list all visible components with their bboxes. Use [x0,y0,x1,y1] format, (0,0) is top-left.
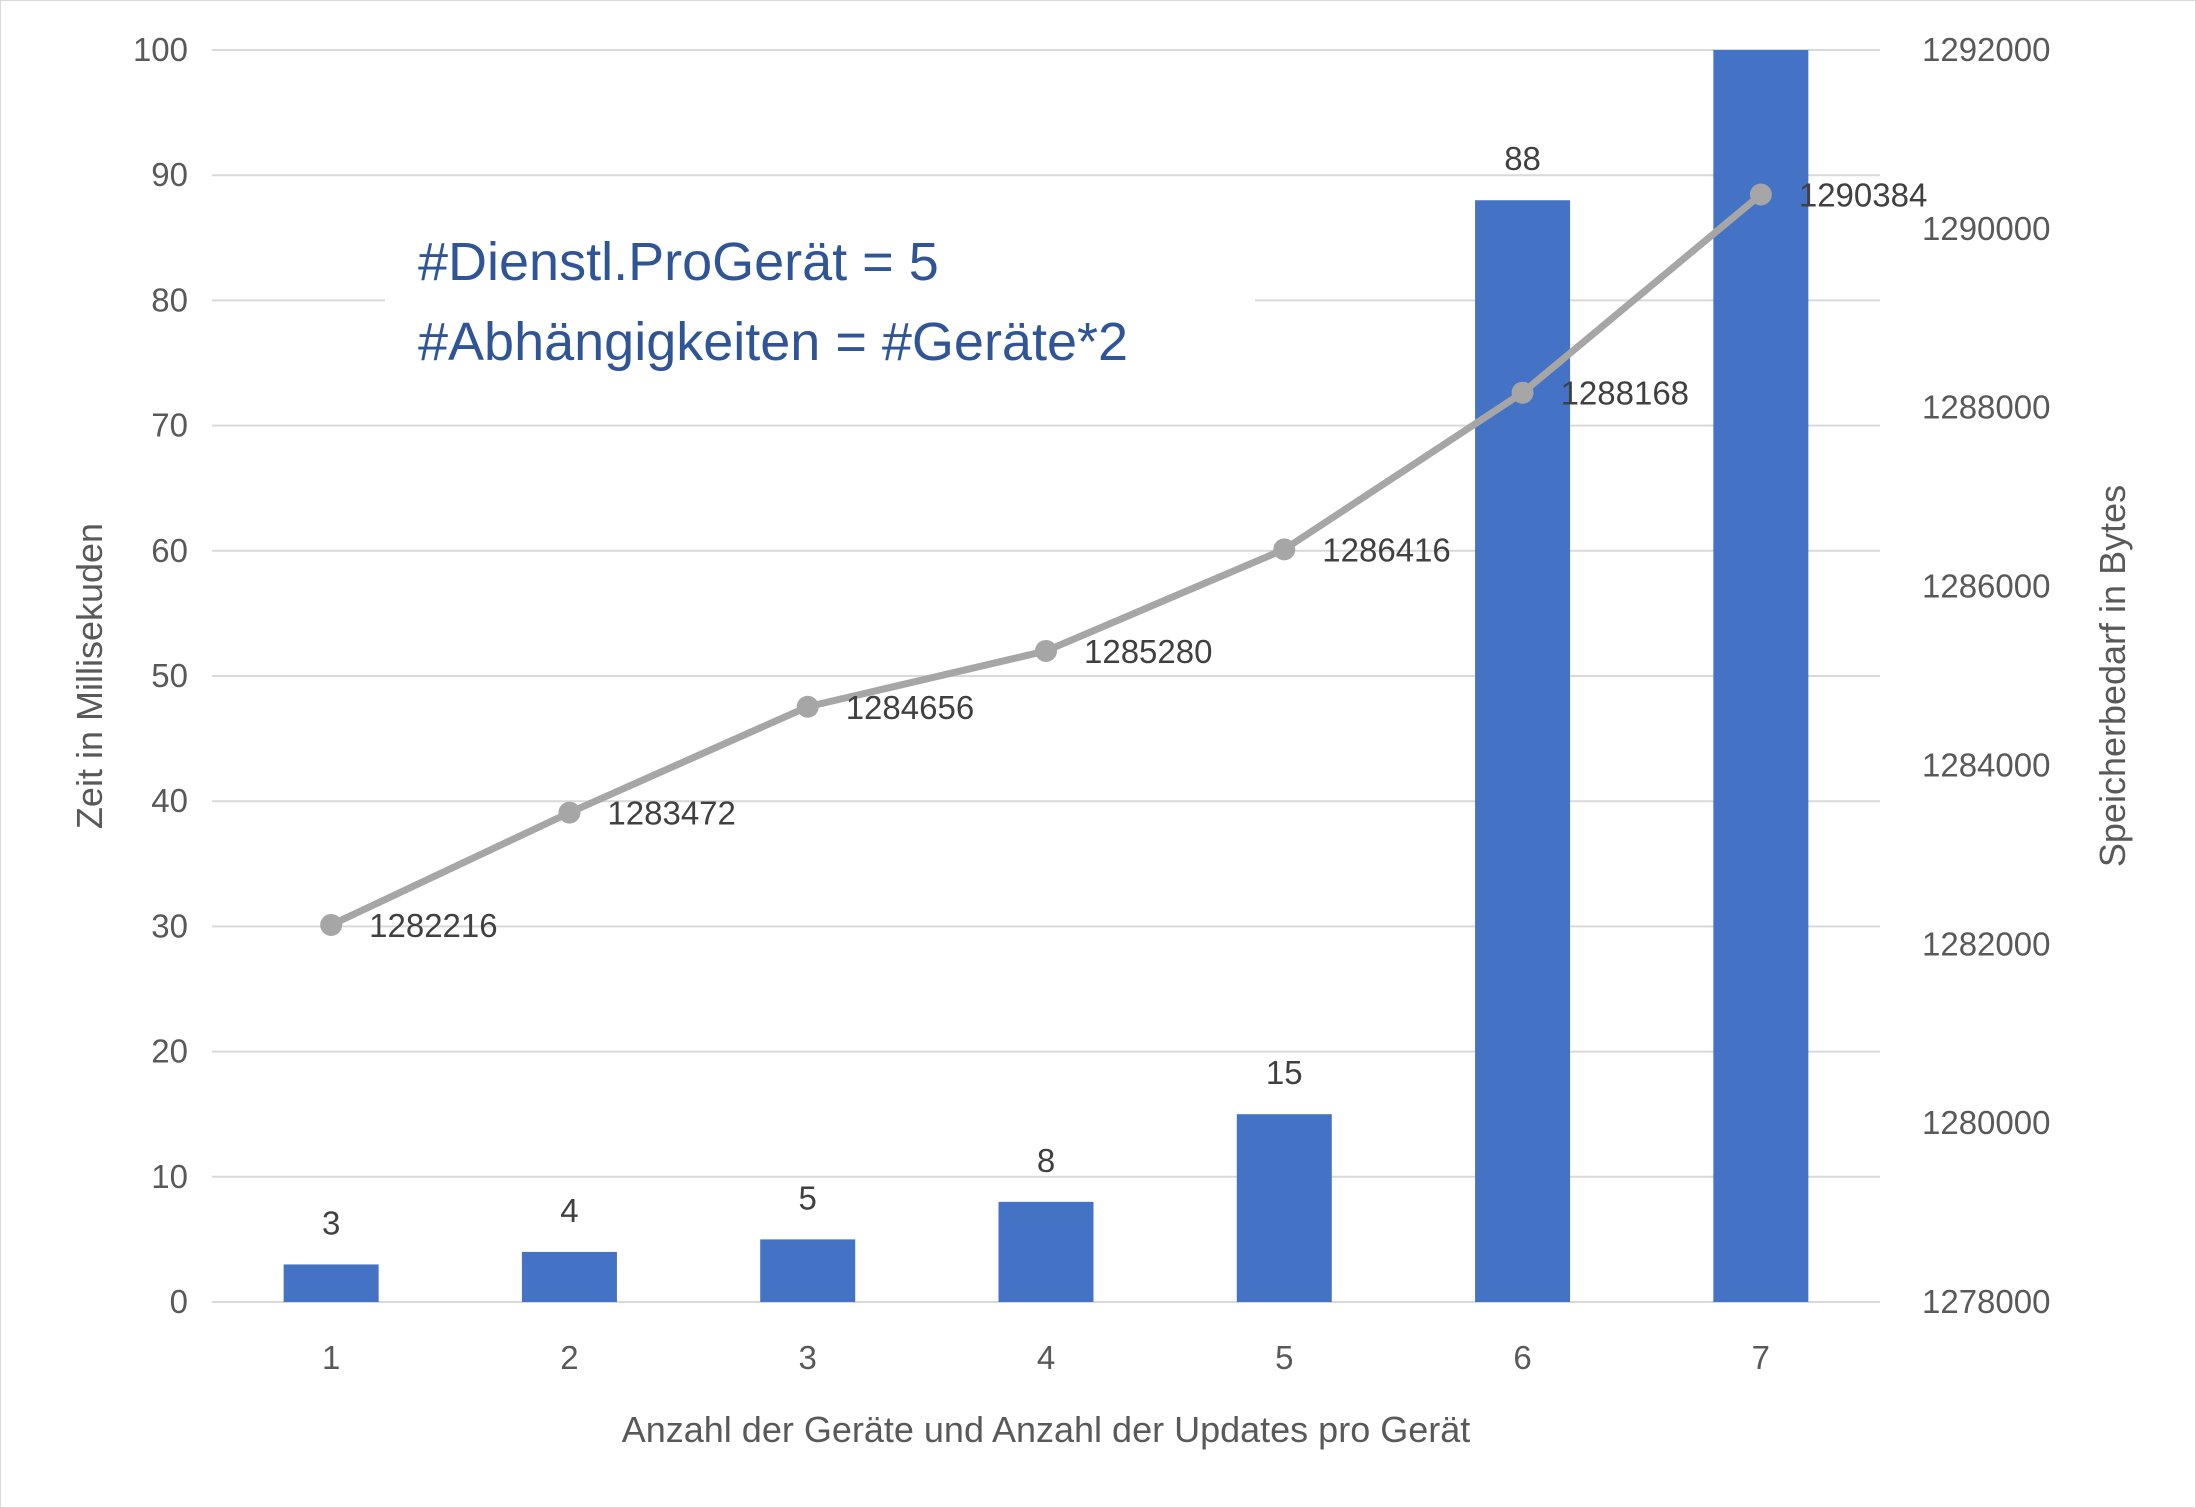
line-point [1035,639,1057,662]
y-tick-label: 0 [170,1283,188,1320]
x-tick-label: 5 [1275,1339,1293,1376]
line-point [558,801,581,824]
bar [521,1251,617,1302]
line-data-label: 1288168 [1561,375,1689,412]
line-point [320,913,343,936]
line-data-label: 1286416 [1322,531,1450,568]
y2-tick-label: 1290000 [1922,210,2050,247]
line-data-label: 1290384 [1799,177,1927,214]
bar-data-label: 4 [560,1192,578,1229]
x-tick-label: 6 [1513,1339,1531,1376]
annotation-backdrop [385,215,1255,390]
y-tick-label: 50 [151,657,188,694]
y-tick-label: 30 [151,907,188,944]
annotation-line: #Abhängigkeiten = #Geräte*2 [418,312,1128,372]
y-tick-label: 100 [133,31,188,68]
y-tick-label: 80 [151,281,188,318]
x-tick-label: 4 [1037,1339,1055,1376]
y2-tick-label: 1278000 [1922,1283,2050,1320]
line-data-label: 1284656 [846,689,974,726]
y-tick-label: 60 [151,532,188,569]
y-tick-label: 70 [151,407,188,444]
annotation-line: #Dienstl.ProGerät = 5 [418,232,939,292]
x-axis-title: Anzahl der Geräte und Anzahl der Updates… [622,1409,1471,1450]
x-tick-label: 3 [799,1339,817,1376]
y2-tick-label: 1288000 [1922,389,2050,426]
line-point [1511,381,1534,404]
y2-tick-label: 1292000 [1922,31,2050,68]
x-tick-label: 1 [322,1339,340,1376]
line-data-label: 1282216 [369,907,497,944]
bar [1713,50,1809,1302]
x-tick-label: 2 [560,1339,578,1376]
y2-tick-label: 1280000 [1922,1104,2050,1141]
y2-tick-label: 1282000 [1922,925,2050,962]
bar-data-label: 15 [1266,1054,1303,1091]
line-point [796,695,819,718]
y2-tick-label: 1284000 [1922,746,2050,783]
bar-data-label: 3 [322,1204,340,1241]
bar [760,1239,856,1302]
bar-data-label: 8 [1037,1142,1055,1179]
y2-tick-label: 1286000 [1922,568,2050,605]
x-tick-label: 7 [1752,1339,1770,1376]
bar [283,1264,379,1302]
y-tick-label: 40 [151,782,188,819]
y-axis-title: Zeit in Millisekuden [69,523,110,829]
y-tick-label: 10 [151,1158,188,1195]
bar-data-label: 88 [1504,140,1541,177]
line-point [1273,538,1296,561]
line-point [1749,183,1772,206]
bar [998,1201,1094,1302]
y2-axis-title: Speicherbedarf in Bytes [2092,485,2133,867]
y-tick-label: 20 [151,1033,188,1070]
line-data-label: 1285280 [1084,633,1212,670]
bar-data-label: 5 [799,1179,817,1216]
y-tick-label: 90 [151,156,188,193]
line-data-label: 1283472 [607,795,735,832]
bar [1236,1114,1332,1302]
